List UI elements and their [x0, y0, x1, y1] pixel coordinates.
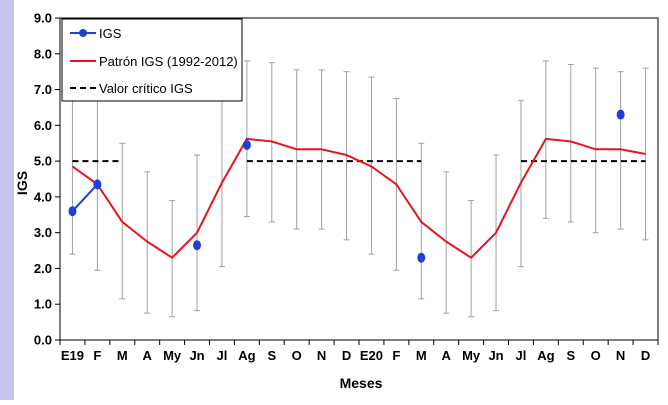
- x-tick-label: Jl: [516, 348, 527, 363]
- x-tick-label: Jn: [488, 348, 503, 363]
- y-tick-label: 6.0: [34, 118, 52, 133]
- x-tick-label: My: [462, 348, 481, 363]
- y-tick-label: 5.0: [34, 154, 52, 169]
- x-tick-label: Ag: [537, 348, 554, 363]
- igs-data-point: [242, 140, 251, 151]
- legend-igs-label: IGS: [99, 26, 122, 41]
- legend-igs-marker: [79, 29, 87, 37]
- left-accent-band: [0, 0, 14, 400]
- x-tick-label: Jl: [217, 348, 228, 363]
- y-tick-label: 3.0: [34, 225, 52, 240]
- x-tick-label: M: [117, 348, 128, 363]
- y-axis-title: IGS: [14, 171, 30, 195]
- x-tick-label: E19: [61, 348, 84, 363]
- x-tick-label: N: [616, 348, 625, 363]
- legend-pattern-label: Patrón IGS (1992-2012): [99, 54, 238, 69]
- x-tick-label: S: [267, 348, 276, 363]
- y-tick-label: 1.0: [34, 297, 52, 312]
- x-tick-label: O: [292, 348, 302, 363]
- x-tick-label: My: [163, 348, 182, 363]
- x-tick-label: E20: [360, 348, 383, 363]
- x-tick-label: Ag: [238, 348, 255, 363]
- x-axis-title: Meses: [340, 375, 383, 391]
- igs-data-point: [68, 206, 77, 217]
- x-tick-label: Jn: [189, 348, 204, 363]
- igs-data-point: [616, 109, 625, 120]
- x-tick-label: F: [93, 348, 101, 363]
- x-tick-label: A: [442, 348, 452, 363]
- x-tick-label: M: [416, 348, 427, 363]
- legend-critical-label: Valor crítico IGS: [99, 81, 193, 96]
- x-tick-label: F: [392, 348, 400, 363]
- x-tick-label: N: [317, 348, 326, 363]
- igs-data-point: [417, 252, 426, 263]
- igs-series-line: [71, 183, 99, 212]
- y-tick-label: 7.0: [34, 82, 52, 97]
- x-tick-label: S: [566, 348, 575, 363]
- y-tick-label: 2.0: [34, 261, 52, 276]
- x-tick-label: A: [143, 348, 153, 363]
- x-tick-label: D: [641, 348, 650, 363]
- y-tick-label: 8.0: [34, 46, 52, 61]
- igs-data-point: [193, 240, 202, 251]
- x-tick-label: O: [591, 348, 601, 363]
- pattern-series-line: [71, 137, 646, 259]
- y-tick-label: 4.0: [34, 189, 52, 204]
- y-tick-label: 9.0: [34, 11, 52, 26]
- y-tick-label: 0.0: [34, 333, 52, 348]
- x-tick-label: D: [342, 348, 351, 363]
- legend: IGS Patrón IGS (1992-2012) Valor crítico…: [61, 18, 243, 102]
- igs-data-point: [93, 179, 102, 190]
